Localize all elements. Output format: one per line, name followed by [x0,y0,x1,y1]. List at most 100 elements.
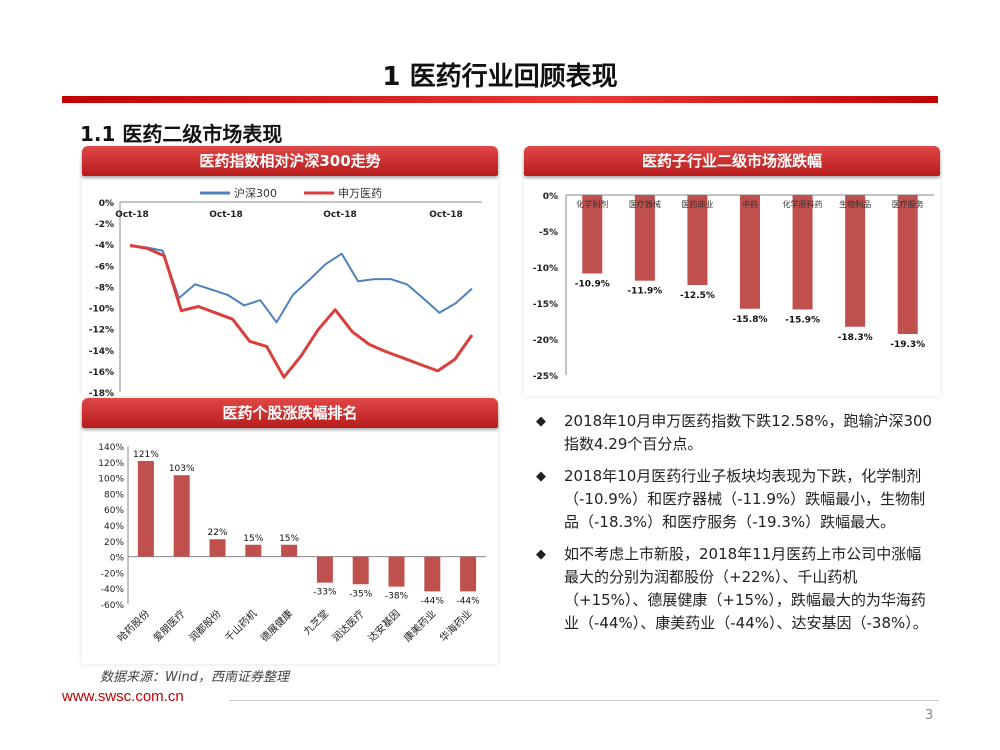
category-label: 康美药业 [401,607,438,644]
category-label: 润都股份 [186,607,223,644]
y-tick-label: -20% [533,336,558,346]
y-tick-label: 0% [110,554,125,564]
data-label: -11.9% [627,287,662,297]
category-label: 哈药股份 [115,607,152,644]
category-label: 九芝堂 [301,607,331,637]
series-line-hs300 [129,245,473,324]
data-source-note: 数据来源：Wind，西南证券整理 [100,670,289,685]
category-label: 化学制剂 [576,199,608,209]
category-label: 生物制品 [839,199,871,209]
diamond-bullet-icon: ◆ [536,414,546,429]
stock-bar-chart: 140% 120% 100% 80% 60% 40% 20% 0% -20% -40% -60% 12… [98,443,486,644]
line-chart: 沪深300 申万医药 0% -2% -4% -6% -8% -10% -12% -14% -16% -… [89,186,482,398]
category-label: 化学原料药 [783,199,823,209]
series-line-sw-pharma [129,243,474,379]
y-tick-label: 20% [104,538,124,548]
y-tick-label: -6% [95,262,114,272]
bar [316,556,333,583]
bullet-text: 如不考虑上市新股，2018年11月医药上市公司中涨幅最大的分别为润都股份（+22… [564,545,928,632]
data-label: -38% [385,592,409,602]
y-tick-label: -40% [101,585,125,595]
category-label: 中药 [742,199,758,209]
y-tick-label: 140% [98,443,124,453]
line-chart-title-banner: 医药指数相对沪深300走势 [82,146,498,176]
line-chart-panel [82,160,498,396]
y-tick-label: -25% [533,372,558,382]
bar [173,475,190,557]
data-label: 22% [207,528,227,538]
bar [281,544,298,557]
y-tick-label: 0% [543,192,558,202]
legend-label: 申万医药 [338,187,382,200]
bar [245,544,262,557]
y-tick-label: -10% [533,264,558,274]
category-label: 润达医疗 [329,607,366,644]
bar [352,556,369,585]
bullet-item: ◆ 如不考虑上市新股，2018年11月医药上市公司中涨幅最大的分别为润都股份（+… [534,543,934,635]
category-label: 爱朋医疗 [150,607,187,644]
y-tick-label: 0% [99,199,114,209]
y-tick-label: 80% [104,490,124,500]
bar [582,195,603,274]
y-tick-label: -4% [95,241,114,251]
bullet-item: ◆ 2018年10月申万医药指数下跌12.58%，跑输沪深300指数4.29个百… [534,410,934,456]
data-label: -44% [421,596,445,606]
subsector-chart-title-banner: 医药子行业二级市场涨跌幅 [524,146,940,176]
y-tick-label: -8% [95,283,114,293]
data-label: 15% [243,534,263,544]
category-label: 华海药业 [437,607,474,644]
bar [634,195,655,281]
bar [388,556,405,587]
x-tick-label: Oct-18 [323,210,357,220]
data-label: -10.9% [575,279,610,289]
section-subtitle: 1.1 医药二级市场表现 [80,122,283,146]
bullet-text: 2018年10月医药行业子板块均表现为下跌，化学制剂（-10.9%）和医疗器械（… [564,467,926,531]
bar [137,461,154,557]
y-tick-label: 40% [104,522,124,532]
y-tick-label: -20% [101,569,125,579]
legend-label: 沪深300 [234,186,277,200]
y-tick-label: -14% [89,347,114,357]
bar [740,195,760,309]
y-tick-label: -12% [89,326,114,336]
x-tick-label: Oct-18 [209,210,243,220]
data-label: -12.5% [680,291,715,301]
data-label: -15.8% [733,315,768,325]
category-label: 德展健康 [258,607,295,644]
category-label: 医疗服务 [892,199,924,209]
bullet-list: ◆ 2018年10月申万医药指数下跌12.58%，跑输沪深300指数4.29个百… [534,410,934,644]
data-label: -15.9% [785,315,820,325]
stock-chart-title-banner: 医药个股涨跌幅排名 [82,398,498,428]
y-tick-label: -18% [89,389,114,398]
bullet-item: ◆ 2018年10月医药行业子板块均表现为下跌，化学制剂（-10.9%）和医疗器… [534,465,934,534]
diamond-bullet-icon: ◆ [536,469,546,484]
data-label: -44% [456,596,480,606]
title-underline-bar [62,96,938,103]
website-link[interactable]: www.swsc.com.cn [62,688,184,705]
y-tick-label: -2% [95,220,114,230]
data-label: -18.3% [838,333,873,343]
y-tick-label: -16% [89,368,114,378]
diamond-bullet-icon: ◆ [536,547,546,562]
bar [792,195,813,310]
bar [424,556,441,592]
category-label: 千山药机 [222,607,259,644]
data-label: -19.3% [890,340,925,350]
category-label: 达安基因 [365,607,402,644]
bar [460,556,477,592]
footer-divider [230,700,938,701]
bar [209,539,226,557]
y-tick-label: -10% [89,305,114,315]
bar [897,195,918,334]
data-label: -35% [349,589,373,599]
category-label: 医疗器械 [629,199,661,209]
bar [845,195,866,327]
subsector-bar-chart: 0% -5% -10% -15% -20% -25% 化学制剂 -10.9% 医疗器械 -11.9… [533,192,934,382]
y-tick-label: -5% [539,228,558,238]
page-number: 3 [925,708,934,723]
slide-title: 1 医药行业回顾表现 [382,62,618,92]
category-label: 医药商业 [681,199,713,209]
bullet-text: 2018年10月申万医药指数下跌12.58%，跑输沪深300指数4.29个百分点… [564,412,933,453]
bar [687,195,708,285]
y-tick-label: 100% [98,475,124,485]
